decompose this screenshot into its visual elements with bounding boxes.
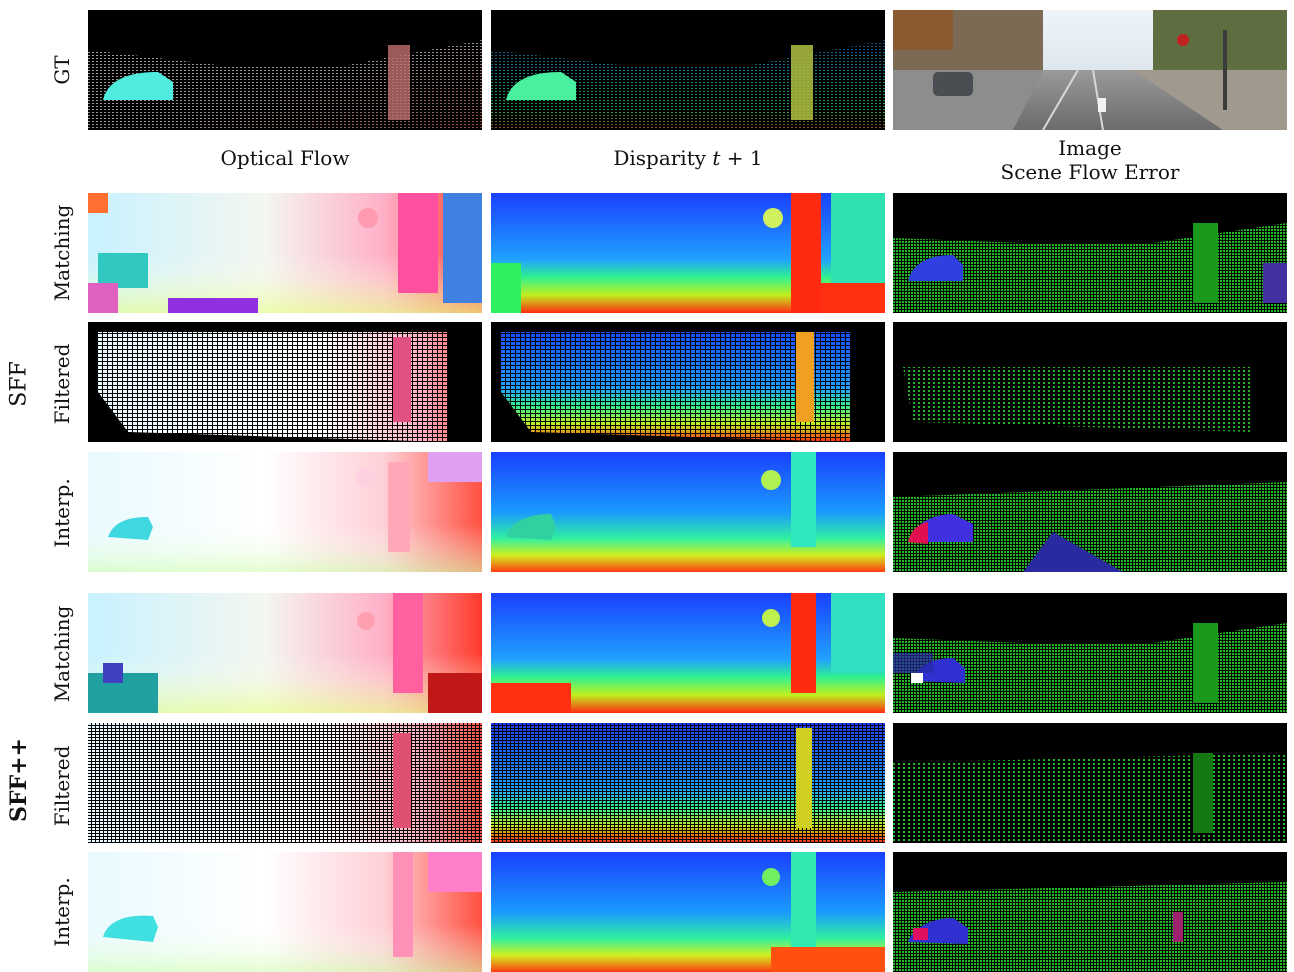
sff-matching-disparity-panel (491, 193, 885, 313)
disparity-variable: t (712, 146, 721, 170)
sffpp-filtered-flow-panel (88, 723, 482, 843)
column-label-optical-flow: Optical Flow (220, 146, 350, 170)
column-label-image: Image Scene Flow Error (893, 136, 1287, 184)
row-label-sff-matching: Matching (50, 204, 74, 302)
sff-filtered-disparity-panel (491, 322, 885, 442)
sffpp-matching-flow-panel (88, 593, 482, 713)
gt-street-image (893, 10, 1287, 130)
column-label-image-line1: Image (1058, 136, 1122, 160)
row-label-sffpp-matching: Matching (50, 605, 74, 703)
row-label-sffpp-interp: Interp. (50, 877, 74, 947)
sffpp-interp-error-panel (893, 852, 1287, 972)
row-label-gt: GT (50, 55, 74, 85)
sff-matching-flow-panel (88, 193, 482, 313)
sffpp-matching-error-panel (893, 593, 1287, 713)
row-label-sff-filtered: Filtered (50, 343, 74, 425)
column-label-disparity: Disparity t + 1 (491, 146, 885, 170)
sffpp-interp-flow-panel (88, 852, 482, 972)
sff-filtered-flow-panel (88, 322, 482, 442)
row-label-sff-interp: Interp. (50, 478, 74, 548)
column-label-image-line2: Scene Flow Error (1000, 160, 1180, 184)
sffpp-filtered-error-panel (893, 723, 1287, 843)
sff-interp-error-panel (893, 452, 1287, 572)
sff-interp-flow-panel (88, 452, 482, 572)
sffpp-filtered-disparity-panel (491, 723, 885, 843)
row-label-sffpp-filtered: Filtered (50, 745, 74, 827)
sff-matching-error-panel (893, 193, 1287, 313)
gt-optical-flow-panel (88, 10, 482, 130)
sffpp-interp-disparity-panel (491, 852, 885, 972)
disparity-prefix: Disparity (613, 146, 713, 170)
sff-interp-disparity-panel (491, 452, 885, 572)
sffpp-matching-disparity-panel (491, 593, 885, 713)
group-label-sff: SFF (6, 361, 32, 407)
gt-disparity-panel (491, 10, 885, 130)
disparity-suffix: + 1 (720, 146, 763, 170)
sff-filtered-error-panel (893, 322, 1287, 442)
group-label-sffpp: SFF++ (6, 738, 32, 822)
